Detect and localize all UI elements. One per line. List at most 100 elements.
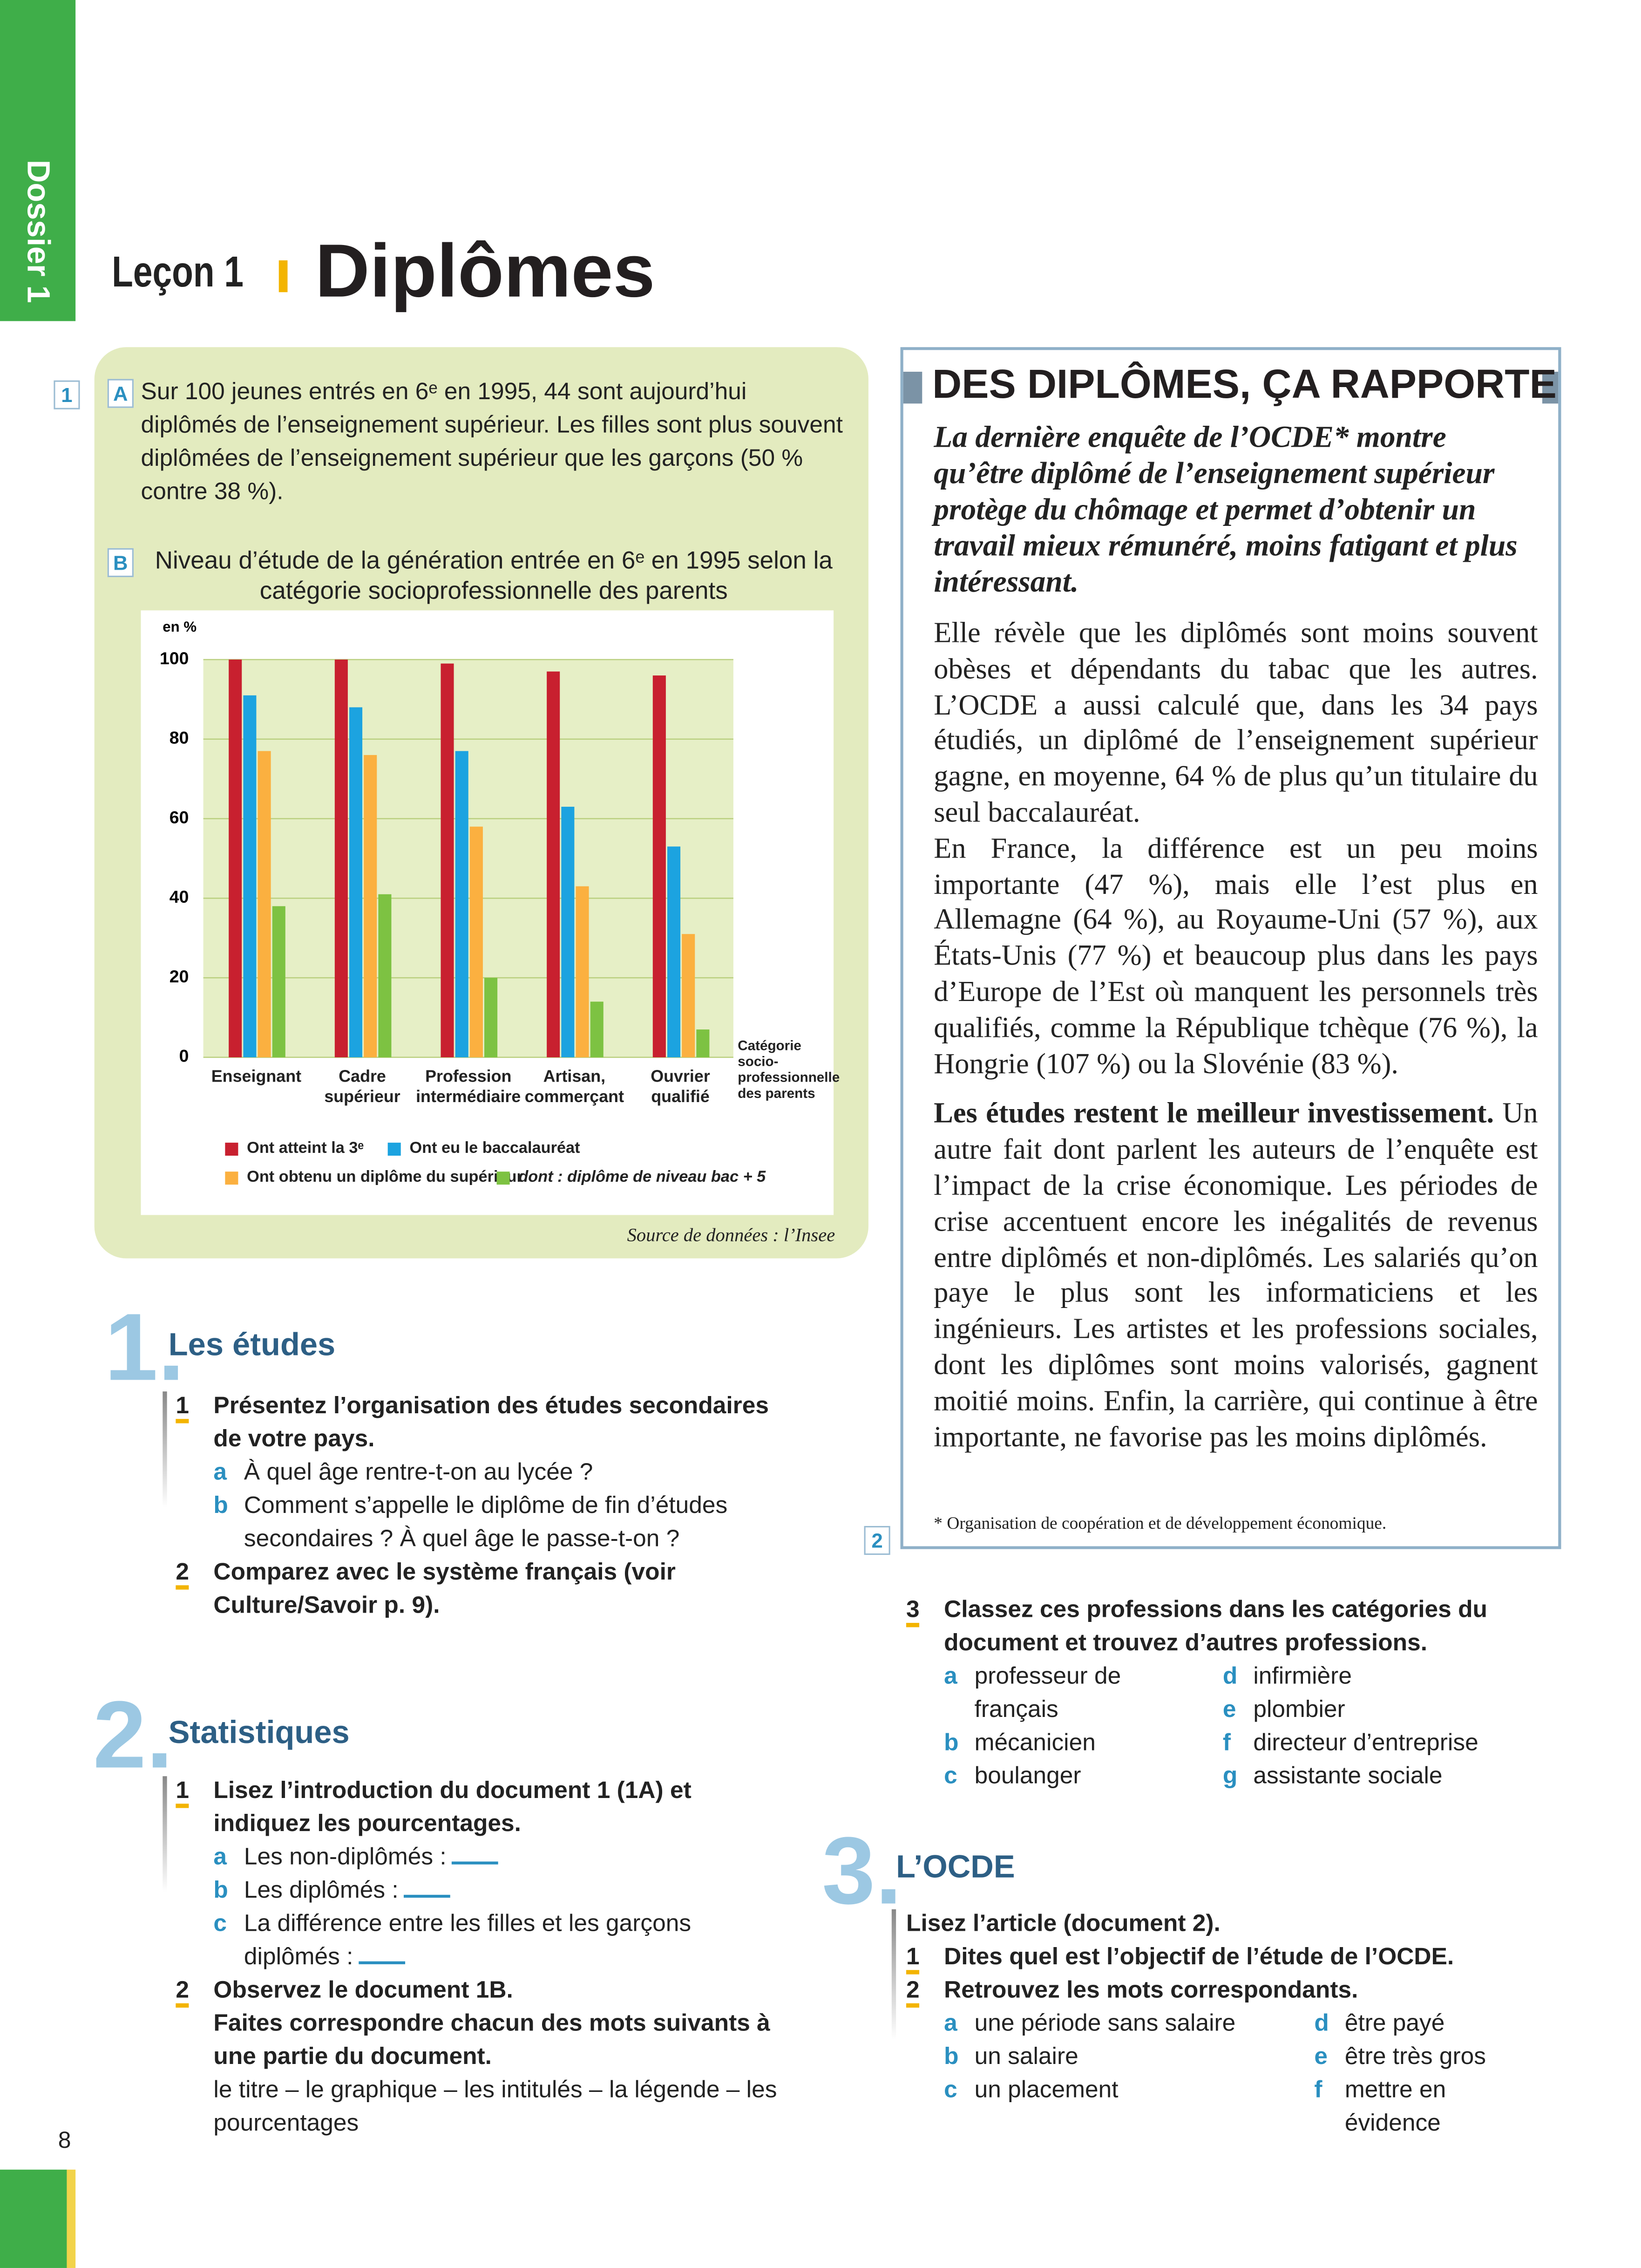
sub-text: une période sans salaire	[974, 2010, 1236, 2037]
item-number: 3	[906, 1598, 920, 1628]
item-number: 2	[906, 1978, 920, 2008]
sub-letter: a	[213, 1459, 227, 1486]
sub-text: assistante sociale	[1253, 1763, 1443, 1790]
item-number: 1	[906, 1945, 920, 1975]
x-tick-label: Ouvrier qualifié	[651, 1069, 710, 1107]
sub-letter: c	[944, 1763, 957, 1790]
bar	[258, 751, 271, 1057]
exercise: 1 Présentez l’organisation des études sec…	[176, 1390, 800, 1623]
sub-letter: c	[213, 1910, 227, 1937]
bar	[576, 886, 589, 1057]
item-number: 1	[176, 1394, 190, 1423]
bar	[682, 934, 695, 1057]
chart-title: Niveau d’étude de la génération entrée e…	[155, 546, 833, 605]
sub-text: boulanger	[974, 1763, 1081, 1790]
sub-letter: b	[944, 1730, 959, 1756]
sub-text: plombier	[1253, 1696, 1345, 1723]
legend-label: Ont eu le baccalauréat	[409, 1139, 580, 1158]
item-text: Classez ces professions dans les catégor…	[944, 1597, 1487, 1656]
sidebar-band	[0, 0, 76, 321]
legend-swatch	[496, 1171, 510, 1184]
bar	[364, 755, 377, 1057]
page-title: Diplômes	[315, 230, 655, 314]
rule	[163, 1391, 167, 1507]
legend-item: Ont obtenu un diplôme du supérieur	[225, 1169, 523, 1186]
x-tick-label: Profession intermédiaire	[416, 1069, 521, 1107]
article-box	[900, 347, 1561, 1549]
sub-text: mécanicien	[974, 1730, 1096, 1756]
sub-text: mettre en évidence	[1344, 2077, 1446, 2137]
item-words: le titre – le graphique – les intitulés …	[213, 2077, 777, 2137]
bar	[652, 675, 666, 1057]
page-number: 8	[58, 2129, 71, 2154]
section-number-text: 1	[104, 1293, 158, 1400]
section-intro: Lisez l’article (document 2).	[906, 1910, 1221, 1937]
intro-text: Sur 100 jeunes entrés en 6ᵉ en 1995, 44 …	[141, 379, 843, 505]
chart: en % 0 20 40 60 80 100	[160, 619, 733, 1066]
sub-text: Comment s’appelle le diplôme de fin d’ét…	[244, 1492, 728, 1552]
exercise: 3 Classez ces professions dans les catégo…	[906, 1594, 1545, 1794]
y-tick-label: 0	[179, 1046, 189, 1066]
sub-text: À quel âge rentre-t-on au lycée ?	[244, 1459, 593, 1486]
footer-stripe	[67, 2169, 76, 2268]
legend-item: Ont eu le baccalauréat	[387, 1139, 580, 1158]
exercise: Lisez l’article (document 2). 1 Dites que…	[906, 1908, 1560, 2141]
item-text: Dites quel est l’objectif de l’étude de …	[944, 1944, 1454, 1970]
bar	[334, 659, 348, 1057]
bar	[441, 663, 454, 1057]
item-number: 2	[176, 1978, 190, 2008]
paragraph: Les études restent le meilleur investiss…	[934, 1097, 1538, 1456]
bar	[590, 1001, 604, 1057]
bar	[349, 707, 363, 1057]
footer-band	[0, 2169, 67, 2268]
sub-text: directeur d’entreprise	[1253, 1730, 1478, 1756]
section-number: 3.	[822, 1817, 902, 1924]
y-tick-label: 40	[170, 887, 189, 906]
title-marker	[903, 372, 922, 404]
section-title: Les études	[168, 1326, 336, 1363]
sub-letter: d	[1222, 1663, 1238, 1689]
y-tick-label: 80	[170, 728, 189, 748]
legend-swatch	[225, 1142, 238, 1155]
y-axis-label: en %	[163, 619, 197, 635]
item-text: Comparez avec le système français (voir …	[213, 1559, 676, 1619]
lesson-label: Leçon 1	[112, 249, 244, 297]
blank	[404, 1894, 451, 1898]
x-axis-label: Catégorie socio-professionnelle des pare…	[738, 1038, 840, 1103]
sub-letter: a	[944, 2010, 957, 2037]
title-marker	[1542, 372, 1559, 404]
paragraph: En France, la différence est un peu moin…	[934, 832, 1538, 1080]
sub-text: professeur de français	[974, 1663, 1121, 1723]
article-title: DES DIPLÔMES, ÇA RAPPORTE	[932, 361, 1557, 407]
bar	[229, 659, 242, 1057]
bar	[243, 695, 257, 1057]
item-text: Lisez l’introduction du document 1 (1A) …	[213, 1778, 692, 1837]
legend-label: dont : diplôme de niveau bac + 5	[518, 1169, 766, 1186]
sub-text: un salaire	[974, 2043, 1078, 2070]
exercise: 1 Lisez l’introduction du document 1 (1A)…	[176, 1775, 814, 2141]
sub-letter: b	[944, 2043, 959, 2070]
section-number: 1.	[104, 1293, 185, 1400]
article-body: Elle révèle que les diplômés sont moins …	[934, 616, 1538, 1456]
legend-swatch	[225, 1171, 238, 1184]
bar	[667, 846, 681, 1057]
doc-label: A	[107, 379, 134, 408]
sub-text: infirmière	[1253, 1663, 1352, 1689]
sub-letter: a	[213, 1844, 227, 1871]
blank	[359, 1961, 406, 1964]
y-tick-label: 60	[170, 807, 189, 827]
doc-number: 1	[54, 380, 80, 409]
sub-text: Les non-diplômés :	[244, 1844, 447, 1871]
rule	[891, 1909, 896, 2040]
sub-text: être très gros	[1344, 2043, 1486, 2070]
sub-letter: e	[1314, 2043, 1328, 2070]
rule	[163, 1776, 167, 1892]
section-title: Statistiques	[168, 1714, 350, 1750]
section-number-text: 2	[93, 1681, 147, 1788]
sub-letter: a	[944, 1663, 957, 1689]
blank	[452, 1861, 499, 1865]
section-number: 2.	[93, 1681, 173, 1788]
separator	[278, 260, 288, 293]
bar	[561, 806, 575, 1057]
